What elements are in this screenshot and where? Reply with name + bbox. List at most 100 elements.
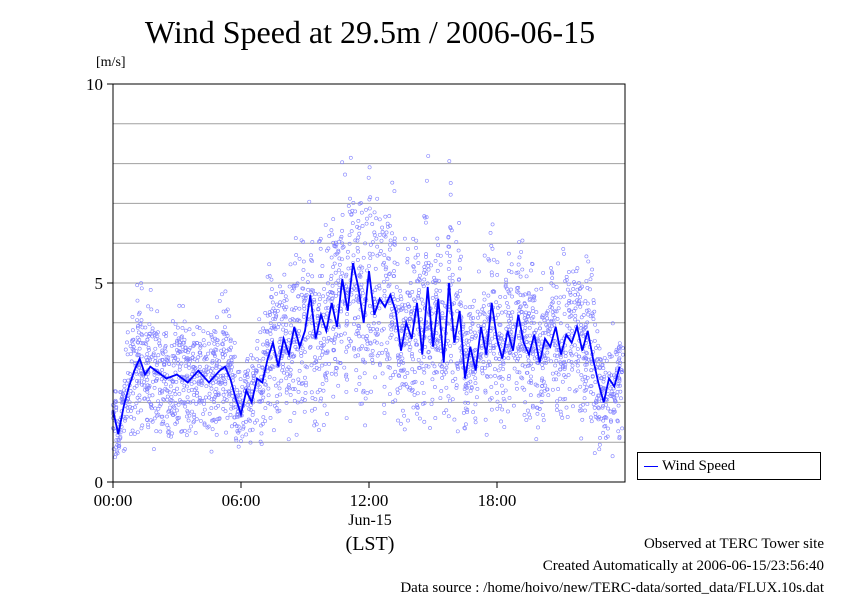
sample-point <box>385 277 390 281</box>
sample-point <box>377 306 382 311</box>
sample-point <box>569 351 573 356</box>
sample-point <box>292 353 297 358</box>
sample-point <box>169 343 174 348</box>
sample-point <box>415 411 419 416</box>
sample-point <box>132 432 137 436</box>
sample-point <box>265 343 270 348</box>
sample-point <box>507 327 512 332</box>
sample-point <box>309 258 314 262</box>
sample-point <box>323 361 328 366</box>
sample-point <box>301 268 306 272</box>
sample-point <box>528 415 533 420</box>
sample-point <box>330 296 335 301</box>
sample-point <box>497 303 502 308</box>
sample-point <box>124 381 129 386</box>
sample-point <box>440 300 445 305</box>
sample-point <box>331 348 336 353</box>
sample-point <box>346 336 351 341</box>
sample-point <box>586 259 591 264</box>
sample-point <box>526 408 530 413</box>
sample-point <box>132 385 137 390</box>
sample-point <box>145 358 150 363</box>
sample-point <box>450 379 455 383</box>
sample-point <box>297 306 302 311</box>
sample-point <box>579 436 584 441</box>
sample-point <box>426 349 431 354</box>
sample-point <box>251 356 255 361</box>
sample-point <box>317 292 321 297</box>
sample-point <box>424 252 428 257</box>
sample-point <box>336 360 340 365</box>
sample-point <box>353 354 358 359</box>
sample-point <box>196 355 201 360</box>
sample-point <box>488 348 493 353</box>
sample-point <box>166 430 170 435</box>
sample-point <box>575 302 580 306</box>
sample-point <box>312 361 317 366</box>
sample-point <box>467 305 472 310</box>
sample-point <box>417 273 422 278</box>
sample-point <box>422 419 427 424</box>
sample-point <box>506 268 511 273</box>
sample-point <box>542 318 547 323</box>
sample-point <box>217 359 221 364</box>
sample-point <box>241 425 246 429</box>
sample-point <box>117 445 121 450</box>
sample-point <box>249 389 254 393</box>
sample-point <box>469 362 474 367</box>
sample-point <box>574 360 579 364</box>
sample-point <box>590 311 595 316</box>
sample-point <box>496 368 501 373</box>
sample-point <box>509 287 513 292</box>
sample-point <box>169 394 174 399</box>
sample-point <box>185 395 190 400</box>
sample-point <box>193 431 198 435</box>
sample-point <box>440 376 445 380</box>
sample-point <box>531 298 535 303</box>
sample-point <box>236 370 240 374</box>
sample-point <box>261 415 266 420</box>
sample-point <box>186 388 191 393</box>
sample-point <box>237 428 242 433</box>
sample-point <box>268 321 273 326</box>
sample-point <box>198 345 203 350</box>
sample-point <box>165 423 170 428</box>
sample-point <box>482 366 487 371</box>
sample-point <box>551 283 556 288</box>
sample-point <box>225 333 230 338</box>
sample-point <box>146 345 151 350</box>
sample-point <box>209 449 214 454</box>
sample-point <box>340 160 345 165</box>
sample-point <box>138 368 143 373</box>
sample-point <box>370 240 375 245</box>
sample-point <box>316 345 320 350</box>
sample-point <box>581 327 586 332</box>
sample-point <box>612 407 616 412</box>
sample-point <box>535 411 540 416</box>
sample-point <box>501 340 506 345</box>
sample-point <box>292 308 296 312</box>
sample-point <box>150 329 155 334</box>
sample-point <box>424 254 428 259</box>
sample-point <box>321 294 325 299</box>
sample-point <box>223 381 228 386</box>
sample-point <box>228 339 233 343</box>
sample-point <box>297 368 302 373</box>
sample-point <box>284 376 289 381</box>
sample-point <box>520 385 525 390</box>
sample-point <box>518 304 523 309</box>
sample-point <box>375 253 380 258</box>
sample-point <box>415 405 420 409</box>
sample-point <box>302 312 307 316</box>
sample-point <box>317 239 322 243</box>
sample-point <box>455 294 460 299</box>
sample-point <box>479 344 484 348</box>
sample-point <box>281 314 286 319</box>
sample-point <box>604 402 608 407</box>
sample-point <box>508 349 513 354</box>
sample-point <box>312 367 317 372</box>
sample-point <box>157 338 162 343</box>
sample-point <box>359 270 364 275</box>
sample-point <box>197 326 202 330</box>
sample-point <box>282 298 287 303</box>
